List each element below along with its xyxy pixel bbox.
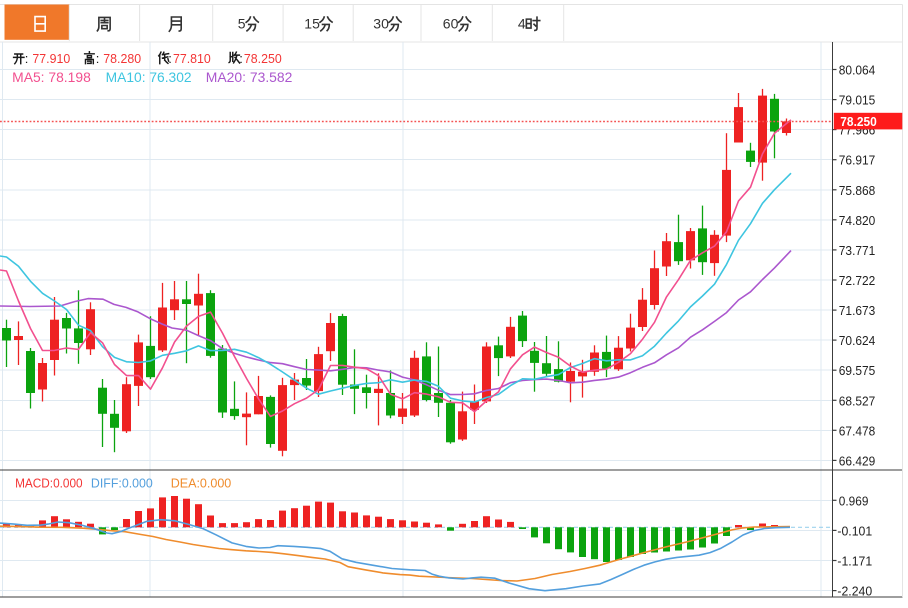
- svg-text:71.673: 71.673: [839, 304, 876, 318]
- svg-text:0.969: 0.969: [839, 494, 869, 508]
- svg-text:-2.240: -2.240: [837, 585, 872, 599]
- svg-text:78.250: 78.250: [244, 51, 282, 66]
- svg-text:-0.101: -0.101: [837, 524, 872, 538]
- svg-text:73.771: 73.771: [839, 244, 876, 258]
- svg-text:76.917: 76.917: [839, 154, 876, 168]
- svg-text:74.820: 74.820: [839, 214, 876, 228]
- svg-text:4: 4: [518, 16, 526, 32]
- svg-text:DIFF:0.000: DIFF:0.000: [91, 477, 153, 491]
- svg-text:MA20: 73.582: MA20: 73.582: [206, 70, 293, 85]
- svg-text:66.429: 66.429: [839, 454, 876, 468]
- svg-text:72.722: 72.722: [839, 274, 876, 288]
- svg-text:77.910: 77.910: [32, 51, 70, 66]
- svg-text:5: 5: [238, 16, 246, 32]
- svg-text:-1.171: -1.171: [837, 555, 872, 569]
- svg-text:30: 30: [373, 16, 389, 32]
- svg-text:15: 15: [304, 16, 320, 32]
- svg-text:75.868: 75.868: [839, 184, 876, 198]
- svg-text:69.575: 69.575: [839, 364, 876, 378]
- svg-text:DEA:0.000: DEA:0.000: [171, 477, 232, 491]
- svg-text:MA10: 76.302: MA10: 76.302: [106, 70, 192, 85]
- svg-text:70.624: 70.624: [839, 334, 876, 348]
- svg-text::: :: [25, 51, 29, 66]
- svg-text:78.280: 78.280: [103, 51, 141, 66]
- svg-text:68.527: 68.527: [839, 394, 876, 408]
- svg-text::: :: [96, 51, 100, 66]
- svg-text:78.250: 78.250: [840, 114, 877, 129]
- svg-text:79.015: 79.015: [839, 94, 876, 108]
- svg-text:60: 60: [443, 16, 459, 32]
- svg-text:MA5: 78.198: MA5: 78.198: [12, 70, 91, 85]
- svg-text:MACD:0.000: MACD:0.000: [15, 477, 83, 491]
- svg-text::: :: [239, 51, 243, 66]
- svg-text:77.810: 77.810: [173, 51, 211, 66]
- svg-text::: :: [168, 51, 172, 66]
- svg-text:80.064: 80.064: [839, 64, 876, 78]
- svg-text:67.478: 67.478: [839, 424, 876, 438]
